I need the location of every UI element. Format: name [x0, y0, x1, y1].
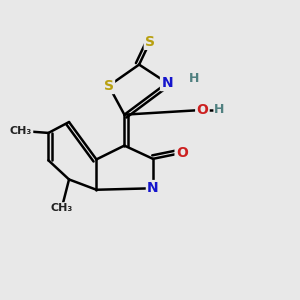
Text: O: O	[176, 146, 188, 160]
Text: S: S	[145, 34, 155, 49]
Text: N: N	[161, 76, 173, 90]
Text: O: O	[196, 103, 208, 117]
Text: S: S	[104, 79, 114, 93]
Text: CH₃: CH₃	[10, 126, 32, 136]
Text: H: H	[189, 72, 200, 85]
Text: H: H	[214, 103, 224, 116]
Text: CH₃: CH₃	[50, 203, 73, 213]
Text: N: N	[147, 181, 159, 195]
